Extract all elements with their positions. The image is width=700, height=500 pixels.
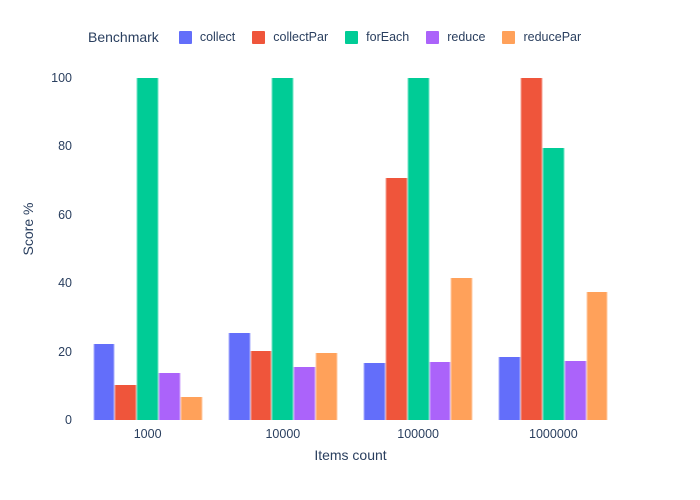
y-tick-label: 80 (58, 139, 72, 154)
bar-group-100000 (351, 78, 486, 420)
bar-collectPar-10000[interactable] (250, 350, 272, 420)
y-tick-label: 0 (65, 413, 72, 427)
bar-reduce-1000[interactable] (158, 372, 181, 420)
legend-item-reduce[interactable]: reduce (426, 30, 485, 44)
x-tick-label: 10000 (265, 427, 301, 441)
bar-collectPar-100000[interactable] (385, 177, 408, 420)
legend-item-forEach[interactable]: forEach (345, 30, 409, 44)
bars-row (363, 78, 473, 420)
bar-group-10000 (215, 78, 350, 420)
bar-collect-1000000[interactable] (498, 356, 521, 420)
legend-swatch-icon (252, 30, 266, 44)
bar-reducePar-100000[interactable] (450, 277, 473, 420)
y-tick-label: 20 (58, 344, 72, 359)
bar-group-1000000 (486, 78, 621, 420)
legend-items: collect collectPar forEach reduce reducePar (178, 30, 598, 44)
bar-collectPar-1000[interactable] (114, 384, 137, 420)
bar-reducePar-1000000[interactable] (586, 291, 608, 420)
bar-forEach-100000[interactable] (407, 78, 430, 420)
y-tick-label: 40 (58, 276, 72, 291)
legend-swatch-icon (178, 30, 192, 44)
x-tick-label: 100000 (397, 427, 439, 441)
legend-item-reducePar[interactable]: reducePar (502, 30, 581, 44)
bar-reduce-10000[interactable] (293, 367, 316, 420)
legend-swatch-icon (502, 30, 516, 44)
bars-row (498, 78, 608, 420)
x-tick-label: 1000000 (529, 427, 578, 441)
bar-reduce-100000[interactable] (429, 361, 451, 420)
legend-label: collectPar (273, 30, 329, 44)
bar-group-1000 (80, 78, 215, 420)
bar-reduce-1000000[interactable] (564, 360, 587, 420)
bar-forEach-10000[interactable] (271, 78, 294, 420)
x-tick-label: 1000 (133, 427, 162, 441)
bar-forEach-1000[interactable] (136, 78, 159, 420)
y-tick-label: 60 (58, 207, 72, 222)
legend-item-collectPar[interactable]: collectPar (252, 30, 328, 44)
bar-reducePar-10000[interactable] (315, 353, 338, 420)
bars-row (228, 78, 338, 420)
plot-area (80, 78, 621, 420)
y-tick-label: 100 (51, 71, 72, 85)
bar-collectPar-1000000[interactable] (520, 78, 543, 420)
legend-item-collect[interactable]: collect (178, 30, 236, 44)
bar-collect-1000[interactable] (93, 343, 115, 420)
legend-label: reducePar (523, 30, 582, 44)
legend: Benchmark collect collectPar forEach reduce… (88, 29, 598, 45)
bar-forEach-1000000[interactable] (542, 148, 565, 420)
bar-collect-10000[interactable] (228, 332, 251, 420)
legend-label: reduce (447, 30, 486, 44)
bar-collect-100000[interactable] (363, 362, 386, 420)
legend-label: forEach (366, 30, 410, 44)
x-axis-title: Items count (314, 447, 387, 463)
legend-swatch-icon (426, 30, 440, 44)
legend-swatch-icon (345, 30, 359, 44)
bar-reducePar-1000[interactable] (180, 397, 203, 420)
bars-row (93, 78, 203, 420)
legend-title: Benchmark (88, 29, 159, 45)
legend-label: collect (199, 30, 236, 44)
